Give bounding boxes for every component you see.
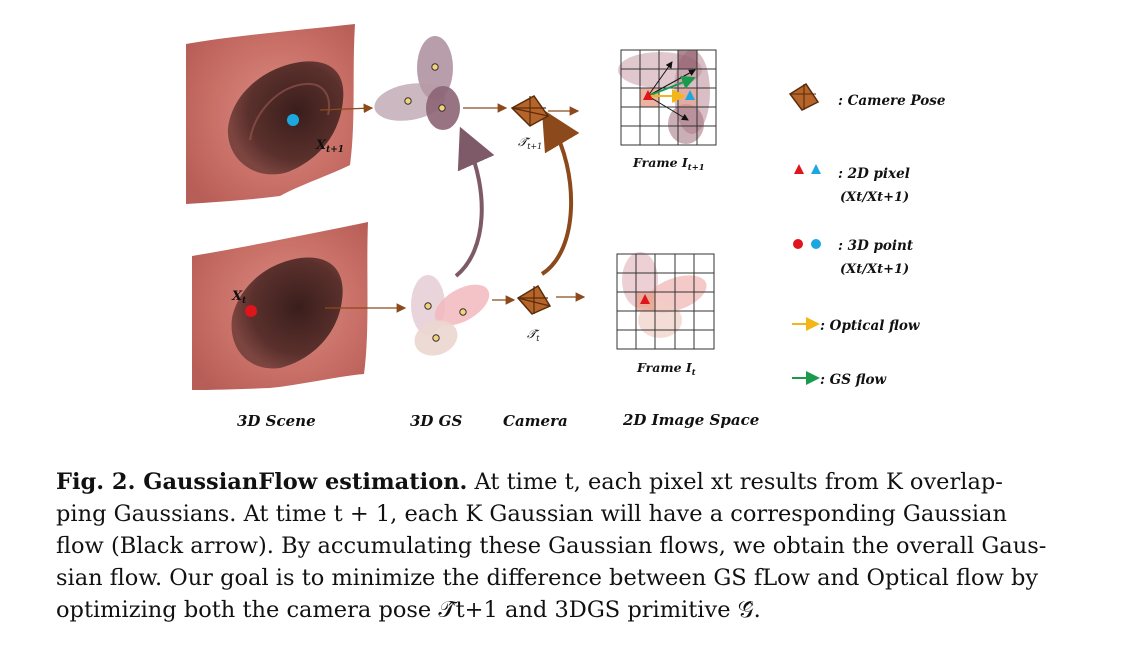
svg-text:: 2D pixel: : 2D pixel [838,166,910,182]
point-bottom-label: Xt [231,289,247,306]
gs-bottom [411,275,490,356]
legend-3d-point: : 3D point (Xt/Xt+1) [793,238,914,277]
legend-gs-flow: : GS flow [792,371,887,388]
svg-text:: Camere Pose: : Camere Pose [838,93,946,109]
pose-top-label: 𝒯̂t+1 [518,135,542,151]
svg-text:: GS flow: : GS flow [820,372,887,388]
pose-bottom-label: 𝒯̂t [527,327,540,343]
caption-line-1: Fig. 2. GaussianFlow estimation. At time… [56,469,1003,495]
caption-line-4: sian flow. Our goal is to minimize the d… [56,565,1039,591]
column-gs: 3D GS [410,412,462,430]
figure-caption: Fig. 2. GaussianFlow estimation. At time… [56,466,1096,626]
caption-lead: Fig. 2. GaussianFlow estimation. [56,469,468,495]
legend: : Camere Pose : 2D pixel (Xt/Xt+1) : 3D … [788,82,946,388]
scene-top: Xt+1 [186,24,355,204]
svg-text:(Xt/Xt+1): (Xt/Xt+1) [840,190,909,205]
column-image-space: 2D Image Space [622,411,759,429]
camera-top: 𝒯̂t+1 [510,95,550,151]
frame-top: Frame It+1 [618,49,717,173]
legend-camera-pose: : Camere Pose [788,82,946,111]
blue-point-top [287,114,299,126]
column-camera: Camera [503,412,568,430]
figure-diagram: Xt+1 Xt 𝒯̂t+1 𝒯 [186,24,946,430]
scene-bottom: Xt [192,222,368,390]
gs-top [374,36,460,130]
caption-line-5: optimizing both the camera pose 𝒯̂t+1 an… [56,597,761,623]
caption-line-3: flow (Black arrow). By accumulating thes… [56,533,1047,559]
legend-optical-flow: : Optical flow [792,317,921,334]
svg-text:: Optical flow: : Optical flow [820,318,921,334]
frame-top-label: Frame It+1 [632,155,705,173]
legend-2d-pixel: : 2D pixel (Xt/Xt+1) [794,164,910,205]
svg-text:(Xt/Xt+1): (Xt/Xt+1) [840,262,909,277]
point-top-label: Xt+1 [315,138,344,155]
frame-bottom: Frame It [616,252,715,378]
svg-text:: 3D point: : 3D point [838,238,914,254]
frame-bottom-label: Frame It [636,360,696,378]
camera-bottom: 𝒯̂t [516,284,552,343]
red-point-bottom [245,305,257,317]
caption-line-2: ping Gaussians. At time t + 1, each K Ga… [56,501,1007,527]
column-scene: 3D Scene [237,412,316,430]
